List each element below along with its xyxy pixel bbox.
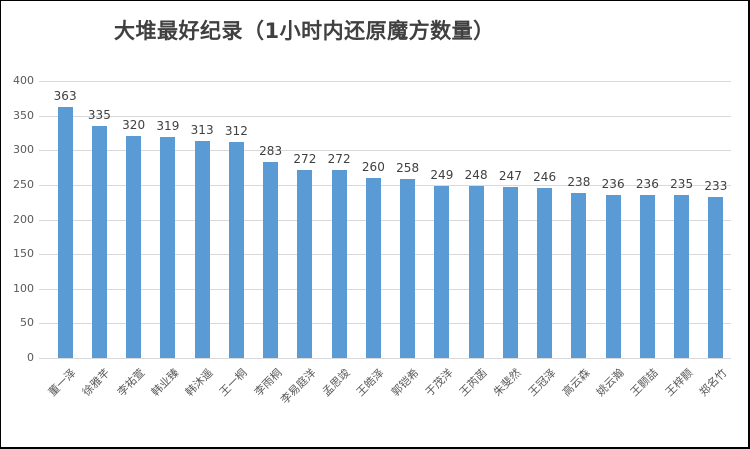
bar-value-label: 258 — [396, 161, 420, 176]
y-axis-tick-label: 100 — [13, 281, 34, 295]
bar-value-label: 283 — [259, 144, 283, 159]
bar — [400, 179, 416, 358]
bar — [434, 185, 450, 358]
x-axis-line — [39, 358, 731, 359]
chart-title: 大堆最好纪录（1小时内还原魔方数量） — [114, 19, 495, 43]
bar — [160, 137, 176, 358]
bar — [708, 196, 724, 358]
bar-value-label: 335 — [87, 108, 111, 122]
bar-value-label: 272 — [293, 151, 317, 166]
y-axis-tick-label: 300 — [13, 143, 34, 157]
bar-value-label: 236 — [601, 176, 625, 191]
bar — [91, 126, 107, 358]
bar-value-label: 249 — [430, 167, 454, 182]
bar-value-label: 246 — [533, 169, 557, 184]
bar-value-label: 235 — [670, 177, 694, 192]
y-axis-tick-label: 400 — [13, 74, 34, 87]
bar — [57, 106, 73, 358]
bar — [674, 195, 690, 358]
bar — [297, 169, 313, 358]
bar-value-label: 248 — [464, 168, 488, 183]
bar-value-label: 313 — [190, 123, 214, 138]
gridline — [39, 184, 731, 186]
gridline — [39, 219, 731, 221]
bar-value-label: 312 — [224, 123, 248, 138]
bar-value-label: 233 — [704, 178, 728, 193]
gridline — [39, 254, 731, 256]
bar — [605, 194, 621, 358]
bar-value-label: 363 — [53, 88, 77, 103]
bar — [468, 186, 484, 358]
bar-value-label: 236 — [635, 176, 659, 191]
bar — [571, 193, 587, 358]
category-label: 郑名竹 — [696, 366, 730, 399]
bar — [263, 162, 279, 358]
y-axis-tick-label: 0 — [27, 351, 34, 364]
bar — [331, 169, 347, 358]
y-axis-tick-label: 250 — [13, 177, 34, 191]
y-axis-tick-label: 50 — [20, 316, 34, 330]
bar — [228, 141, 244, 358]
bar-value-label: 238 — [567, 175, 591, 190]
bar-value-label: 320 — [122, 118, 146, 133]
bar — [537, 187, 553, 358]
bar — [365, 177, 381, 358]
gridline — [39, 288, 731, 290]
y-axis-tick-label: 150 — [13, 247, 34, 261]
bar-value-label: 247 — [498, 168, 522, 183]
bar-value-label: 272 — [327, 151, 351, 166]
gridline — [39, 150, 731, 152]
bar — [126, 136, 142, 358]
y-axis-tick-label: 200 — [13, 212, 34, 226]
bar — [639, 194, 655, 358]
gridline — [39, 323, 731, 325]
bar-value-label: 260 — [361, 159, 385, 174]
gridline — [39, 81, 731, 82]
bar — [194, 141, 210, 358]
bar-value-label: 319 — [156, 119, 180, 134]
y-axis-tick-label: 350 — [13, 108, 34, 122]
bar — [502, 186, 518, 358]
gridline — [39, 115, 731, 117]
